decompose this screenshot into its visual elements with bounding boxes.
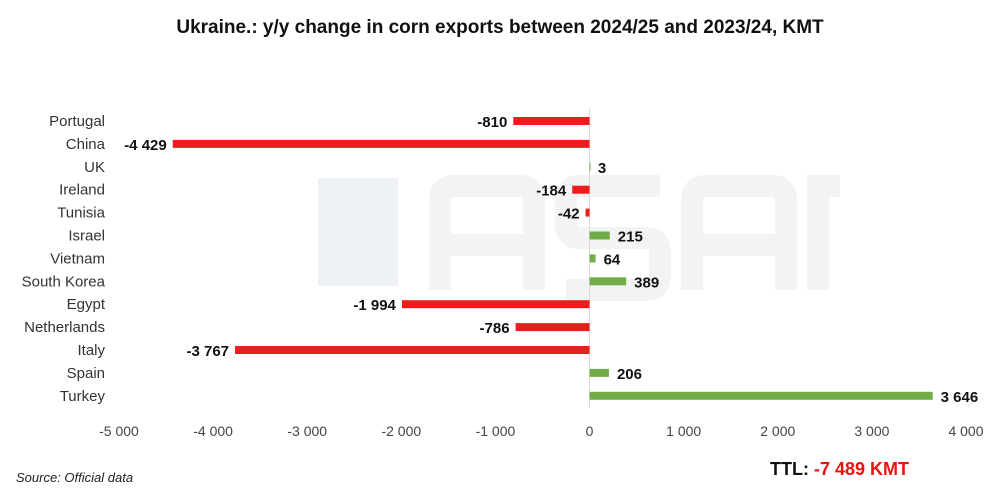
bar: [589, 162, 591, 171]
data-label: 389: [634, 274, 659, 291]
x-tick-label: -1 000: [476, 423, 516, 439]
data-label: -184: [536, 183, 567, 200]
data-label: 3 646: [941, 389, 979, 406]
x-tick-label: -2 000: [381, 423, 421, 439]
category-label: China: [66, 136, 106, 153]
data-label: -1 994: [353, 297, 396, 314]
category-label: South Korea: [22, 273, 106, 290]
x-tick-label: 4 000: [948, 423, 983, 439]
bar: [513, 117, 590, 125]
bar: [589, 254, 596, 263]
category-label: UK: [84, 159, 105, 176]
total-value: -7 489 KMT: [814, 459, 910, 479]
category-label: Egypt: [67, 296, 106, 313]
bar: [515, 323, 590, 332]
bar: [589, 391, 933, 400]
x-tick-label: -5 000: [99, 423, 139, 439]
x-tick-label: -4 000: [193, 423, 233, 439]
chart-title: Ukraine.: y/y change in corn exports bet…: [176, 17, 824, 38]
total-label-text: TTL:: [770, 459, 809, 479]
watermark-logo: [318, 175, 840, 301]
bar: [589, 368, 609, 377]
category-label: Italy: [77, 342, 105, 359]
data-label: -4 429: [124, 137, 167, 154]
bar: [235, 346, 590, 354]
category-label: Israel: [68, 228, 105, 245]
category-label: Ireland: [59, 182, 105, 199]
data-label: -810: [477, 114, 507, 131]
x-tick-label: 1 000: [666, 423, 701, 439]
category-label: Turkey: [60, 388, 106, 405]
bar: [172, 139, 590, 148]
source-note: Source: Official data: [16, 470, 134, 485]
bar: [401, 300, 590, 309]
category-label: Spain: [67, 365, 105, 382]
data-label: -786: [480, 320, 510, 337]
data-label: -3 767: [186, 343, 229, 360]
bar: [589, 231, 610, 240]
total-label: TTL: -7 489 KMT: [770, 459, 909, 480]
bar: [572, 185, 590, 194]
data-label: -42: [558, 206, 580, 223]
category-label: Tunisia: [57, 205, 105, 222]
x-tick-label: 3 000: [854, 423, 889, 439]
data-label: 64: [604, 251, 621, 268]
data-label: 215: [618, 229, 643, 246]
category-label: Netherlands: [24, 319, 105, 336]
data-label: 206: [617, 366, 642, 383]
x-tick-label: 0: [586, 423, 594, 439]
category-label: Vietnam: [50, 250, 105, 267]
data-label: 3: [598, 160, 606, 177]
x-tick-label: -3 000: [287, 423, 327, 439]
bar: [585, 208, 590, 217]
bar: [589, 277, 627, 286]
x-tick-label: 2 000: [760, 423, 795, 439]
category-label: Portugal: [49, 113, 105, 130]
